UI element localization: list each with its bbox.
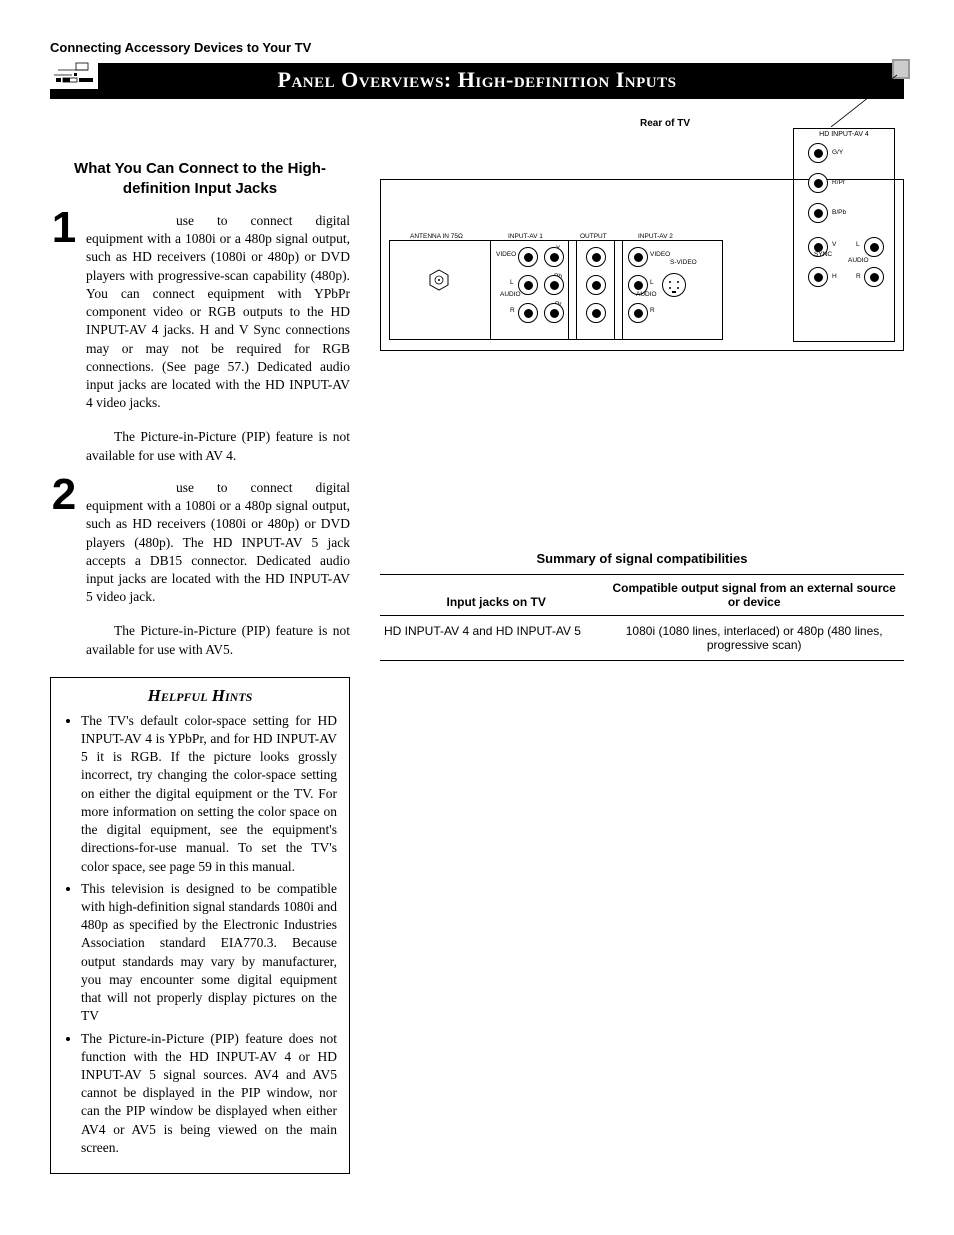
- jack: [808, 173, 828, 193]
- jack: [864, 237, 884, 257]
- jack: [544, 247, 564, 267]
- lbl-audio: AUDIO: [500, 291, 521, 298]
- number-1: 1: [50, 208, 78, 248]
- lbl-bpb: B/Pb: [832, 209, 846, 216]
- page-header-label: Connecting Accessory Devices to Your TV: [50, 40, 904, 55]
- item2-text: use to connect digital equipment with a …: [86, 479, 350, 607]
- lbl-v: V: [832, 241, 836, 248]
- antenna-jack: [428, 269, 450, 291]
- jack: [808, 267, 828, 287]
- lbl-l: L: [856, 241, 860, 248]
- hint-item: The TV's default color-space setting for…: [81, 712, 337, 876]
- hd-input-panel: HD INPUT-AV 4 G/Y R/Pr B/Pb V SYNC L AUD…: [793, 128, 895, 342]
- lbl-l: L: [650, 279, 654, 286]
- rear-of-tv-label: Rear of TV: [640, 118, 690, 129]
- lbl-sync: SYNC: [814, 251, 832, 258]
- section-title: What You Can Connect to the High-definit…: [50, 159, 350, 198]
- rear-panel-diagram: ANTENNA IN 75Ω INPUT-AV 1 OUTPUT INPUT-A…: [380, 179, 904, 351]
- title-bar: Panel Overviews: High-definition Inputs: [50, 63, 904, 99]
- lbl-l: L: [510, 279, 514, 286]
- lbl-video: VIDEO: [650, 251, 670, 258]
- callout-marker: [892, 59, 910, 79]
- table-row: HD INPUT-AV 4 and HD INPUT-AV 5 1080i (1…: [380, 616, 904, 660]
- item-2: 2 use to connect digital equipment with …: [50, 475, 350, 617]
- item1-note: The Picture-in-Picture (PIP) feature is …: [86, 428, 350, 464]
- jack: [864, 267, 884, 287]
- lbl-gy: G/Y: [832, 149, 843, 156]
- right-column: ANTENNA IN 75Ω INPUT-AV 1 OUTPUT INPUT-A…: [380, 119, 904, 1174]
- lbl-audio: AUDIO: [636, 291, 657, 298]
- summary-cell: HD INPUT-AV 4 and HD INPUT-AV 5: [384, 624, 608, 652]
- lbl-inputav2: INPUT-AV 2: [638, 233, 673, 240]
- svideo-jack: [662, 273, 686, 297]
- item-1: 1 use to connect digital equipment with …: [50, 208, 350, 422]
- hint-item: This television is designed to be compat…: [81, 880, 337, 1026]
- jack: [628, 303, 648, 323]
- lbl-audio: AUDIO: [848, 257, 869, 264]
- helpful-hints-box: Helpful Hints The TV's default color-spa…: [50, 677, 350, 1174]
- lbl-h: H: [832, 273, 837, 280]
- lbl-r: R: [856, 273, 861, 280]
- summary-col1-header: Input jacks on TV: [384, 595, 608, 609]
- summary-cell: 1080i (1080 lines, interlaced) or 480p (…: [608, 624, 900, 652]
- hints-title: Helpful Hints: [63, 686, 337, 706]
- lbl-video: VIDEO: [496, 251, 516, 258]
- lbl-antenna: ANTENNA IN 75Ω: [410, 233, 463, 240]
- jack: [586, 275, 606, 295]
- lbl-r: R: [510, 307, 515, 314]
- lbl-rpr: R/Pr: [832, 179, 845, 186]
- summary-title: Summary of signal compatibilities: [380, 551, 904, 566]
- jack: [586, 247, 606, 267]
- jack: [518, 275, 538, 295]
- jack: [544, 303, 564, 323]
- title-text: Panel Overviews: High-definition Inputs: [278, 67, 677, 92]
- jack: [518, 247, 538, 267]
- item1-text: use to connect digital equipment with a …: [86, 212, 350, 412]
- tv-icon: [48, 61, 98, 89]
- hd-title: HD INPUT-AV 4: [794, 129, 894, 140]
- left-column: What You Can Connect to the High-definit…: [50, 119, 350, 1174]
- lbl-inputav1: INPUT-AV 1: [508, 233, 543, 240]
- hint-item: The Picture-in-Picture (PIP) feature doe…: [81, 1030, 337, 1158]
- summary-col2-header: Compatible output signal from an externa…: [608, 581, 900, 609]
- summary-table: Input jacks on TV Compatible output sign…: [380, 574, 904, 661]
- lbl-svideo: S-VIDEO: [670, 259, 697, 266]
- jack: [586, 303, 606, 323]
- jack: [808, 143, 828, 163]
- lbl-r: R: [650, 307, 655, 314]
- jack: [518, 303, 538, 323]
- jack: [628, 247, 648, 267]
- number-2: 2: [50, 475, 78, 515]
- lbl-output: OUTPUT: [580, 233, 607, 240]
- item2-note: The Picture-in-Picture (PIP) feature is …: [86, 622, 350, 658]
- jack: [808, 203, 828, 223]
- jack: [544, 275, 564, 295]
